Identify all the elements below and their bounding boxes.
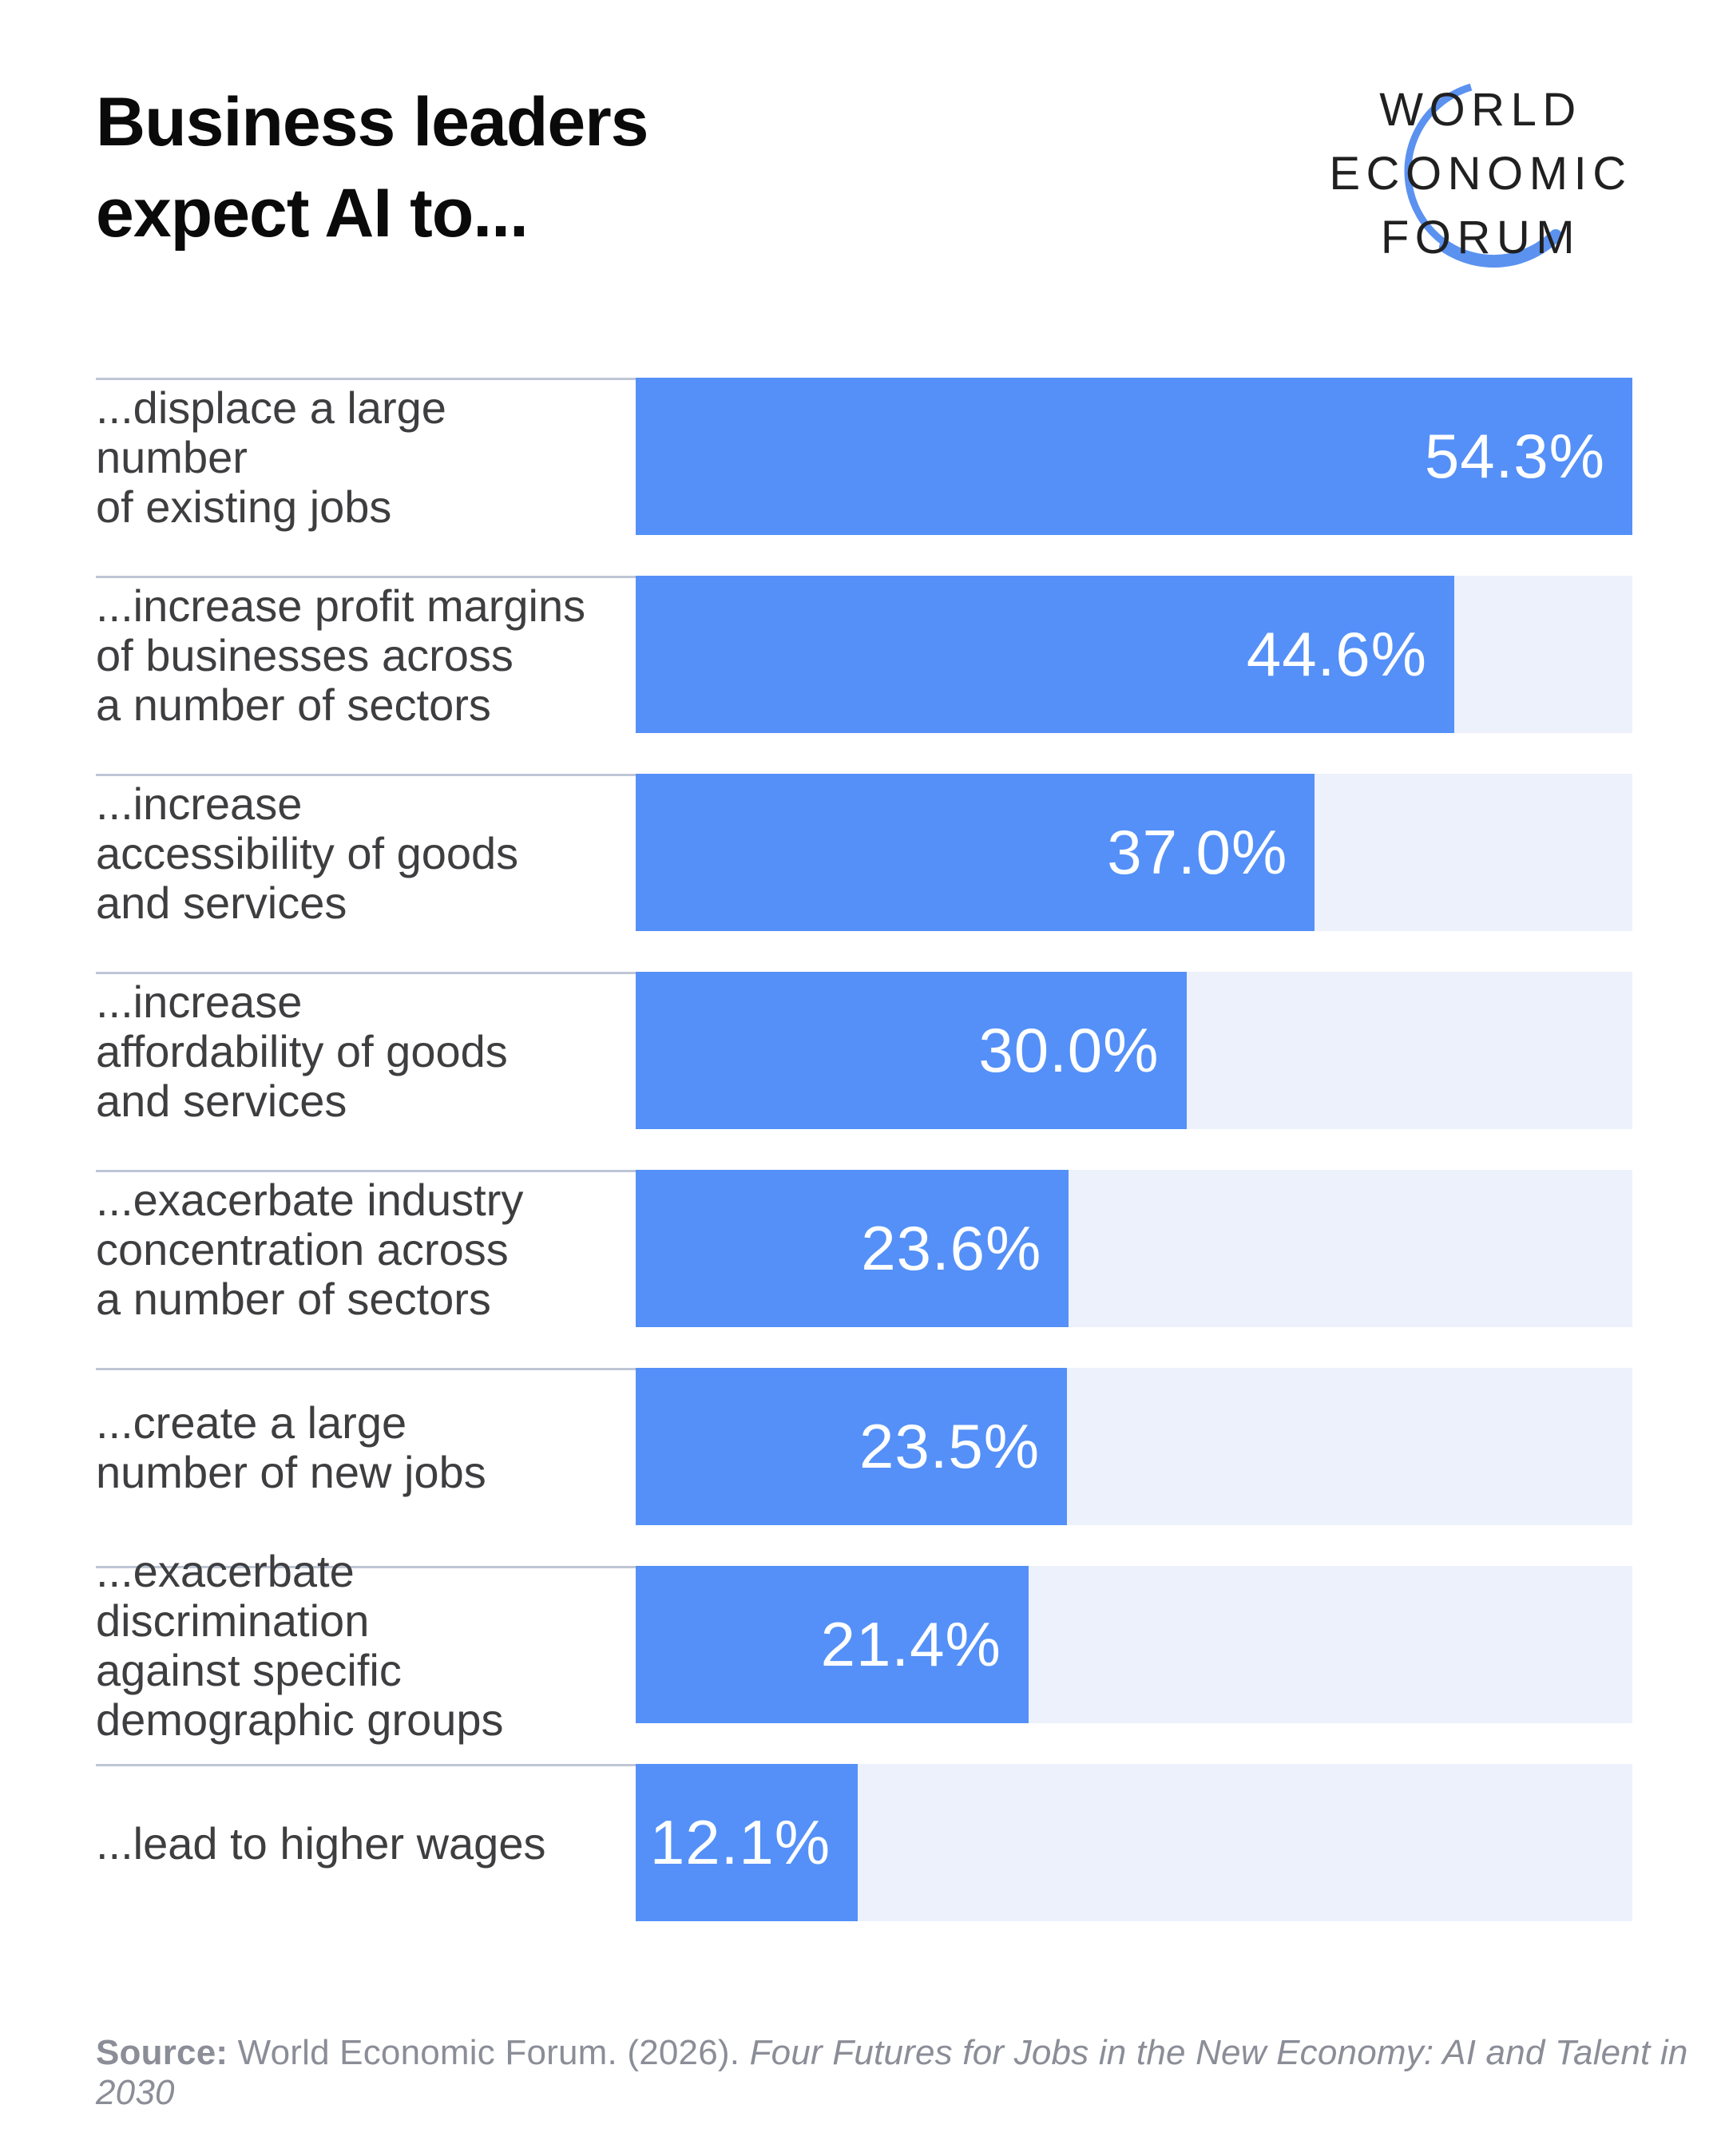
bar: 21.4%: [636, 1566, 1029, 1723]
bar: 30.0%: [636, 972, 1187, 1129]
wef-logo: WORLD ECONOMIC FORUM: [1329, 53, 1632, 332]
chart-row: ...lead to higher wages 12.1%: [96, 1764, 1632, 1921]
logo-arc-icon: [1404, 83, 1562, 268]
bar: 12.1%: [636, 1764, 859, 1921]
chart-row: ...increase affordability of goods and s…: [96, 972, 1632, 1129]
logo-word-world: WORLD: [1379, 84, 1582, 136]
logo-wordmark: WORLD ECONOMIC FORUM: [1329, 53, 1632, 270]
logo-word-economic: ECONOMIC: [1329, 148, 1632, 200]
chart-row: ...displace a large number of existing j…: [96, 378, 1632, 535]
bar-chart: ...displace a large number of existing j…: [96, 378, 1632, 1962]
bar-track: 23.6%: [636, 1170, 1632, 1327]
category-label: ...exacerbate discrimination against spe…: [96, 1547, 636, 1745]
bar: 23.5%: [636, 1368, 1068, 1525]
bar-value-label: 12.1%: [649, 1807, 831, 1877]
category-label: ...increase affordability of goods and s…: [96, 972, 636, 1129]
bar-value-label: 54.3%: [1424, 421, 1605, 491]
page-title-line1: Business leaders: [96, 84, 648, 161]
bar-value-label: 37.0%: [1107, 817, 1288, 887]
chart-row: ...increase accessibility of goods and s…: [96, 774, 1632, 931]
category-label: ...create a large number of new jobs: [96, 1368, 636, 1525]
category-label: ...exacerbate industry concentration acr…: [96, 1170, 636, 1327]
bar: 37.0%: [636, 774, 1315, 931]
category-label: ...increase accessibility of goods and s…: [96, 774, 636, 931]
bar-value-label: 44.6%: [1246, 619, 1428, 689]
chart-row: ...exacerbate discrimination against spe…: [96, 1547, 1632, 1745]
page-title: Business leaders expect AI to...: [96, 77, 648, 259]
logo-word-forum: FORUM: [1380, 212, 1581, 264]
bar-track: 37.0%: [636, 774, 1632, 931]
bar-value-label: 30.0%: [978, 1015, 1160, 1085]
category-label: ...displace a large number of existing j…: [96, 378, 636, 535]
bar-track: 44.6%: [636, 576, 1632, 733]
page-title-line2: expect AI to...: [96, 175, 529, 252]
bar-value-label: 21.4%: [820, 1609, 1001, 1679]
bar: 23.6%: [636, 1170, 1069, 1327]
bar-track: 54.3%: [636, 378, 1632, 535]
bar-track: 23.5%: [636, 1368, 1632, 1525]
source-text: World Economic Forum. (2026).: [228, 2033, 750, 2072]
category-label: ...increase profit margins of businesses…: [96, 576, 636, 733]
bar: 54.3%: [636, 378, 1632, 535]
bar: 44.6%: [636, 576, 1455, 733]
bar-value-label: 23.6%: [861, 1213, 1042, 1283]
chart-row: ...create a large number of new jobs 23.…: [96, 1368, 1632, 1525]
bar-track: 12.1%: [636, 1764, 1632, 1921]
bar-value-label: 23.5%: [859, 1411, 1041, 1481]
bar-track: 21.4%: [636, 1566, 1632, 1723]
category-label: ...lead to higher wages: [96, 1764, 636, 1921]
source-title: Four Futures for Jobs in the New Economy…: [96, 2033, 1688, 2112]
source-line: Source: World Economic Forum. (2026). Fo…: [96, 2033, 1725, 2113]
chart-row: ...increase profit margins of businesses…: [96, 576, 1632, 733]
bar-track: 30.0%: [636, 972, 1632, 1129]
chart-row: ...exacerbate industry concentration acr…: [96, 1170, 1632, 1327]
source-label: Source:: [96, 2033, 228, 2072]
